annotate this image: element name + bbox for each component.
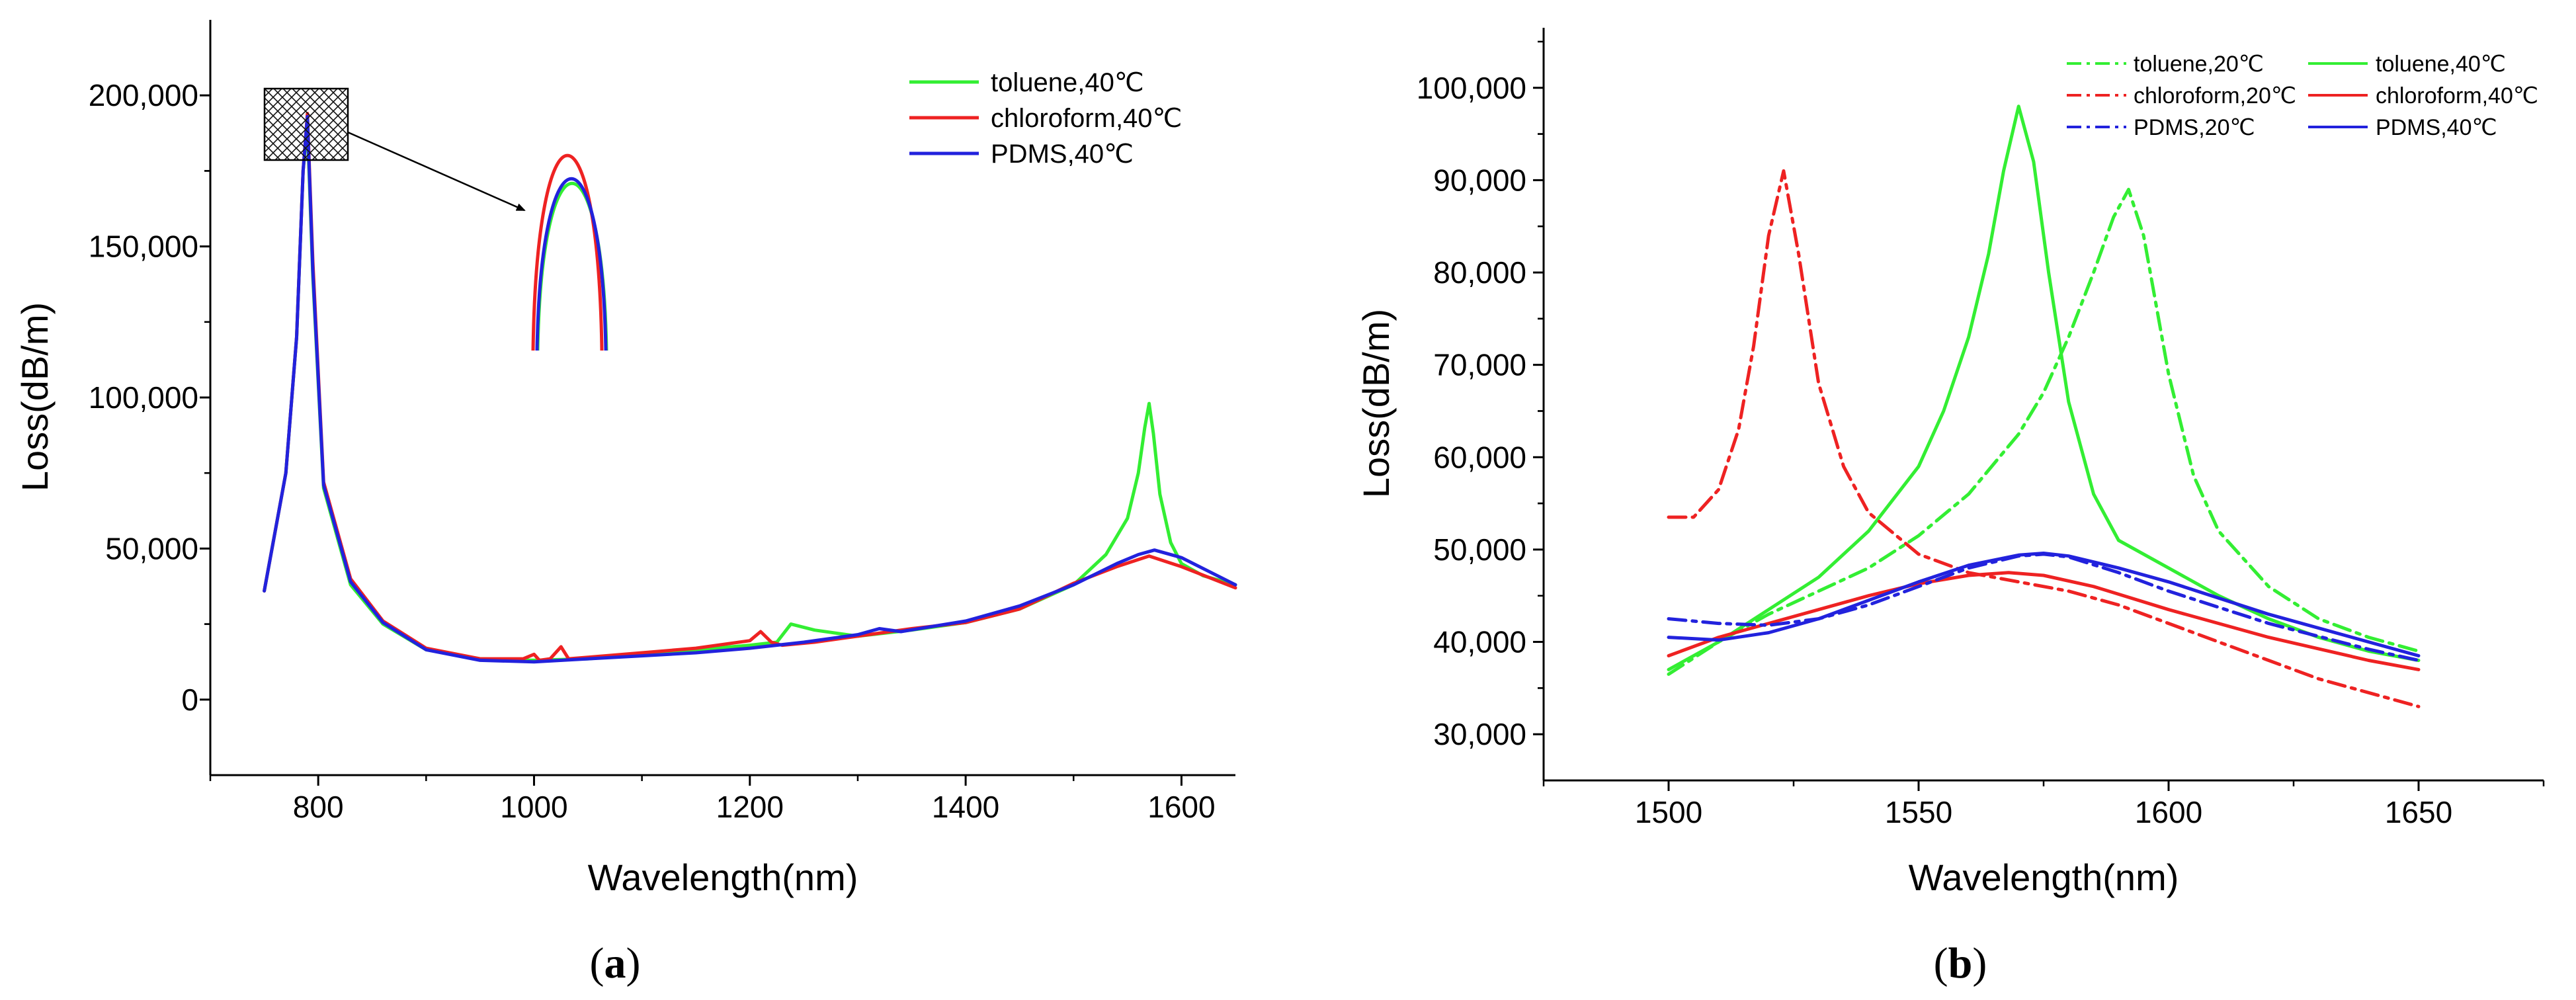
panel-a-label-close: ) bbox=[626, 939, 641, 987]
panel-a-y-tick-label: 200,000 bbox=[89, 78, 198, 112]
panel-b-y-tick-label: 90,000 bbox=[1433, 163, 1526, 197]
panel-a-x-axis-title: Wavelength(nm) bbox=[588, 856, 858, 898]
panel-a-legend: toluene,40℃ chloroform,40℃ PDMS,40℃ bbox=[909, 68, 1182, 169]
panel-b-y-tick-label: 60,000 bbox=[1433, 440, 1526, 474]
inset-curve-toluene-40 bbox=[536, 181, 608, 351]
panel-a-label: (a) bbox=[590, 939, 641, 987]
panel-b: 1500 1550 1600 1650 30,000 40,000 50,000 60,000… bbox=[1355, 28, 2545, 987]
panel-a-x-tick-label: 1600 bbox=[1147, 790, 1215, 824]
panel-a-label-open: ( bbox=[590, 939, 604, 987]
panel-b-y-tick-label: 40,000 bbox=[1433, 625, 1526, 659]
panel-b-label: (b) bbox=[1934, 939, 1987, 987]
panel-a-ticks bbox=[200, 94, 1183, 786]
panel-b-y-tick-label: 70,000 bbox=[1433, 348, 1526, 382]
panel-a-label-letter: a bbox=[604, 939, 626, 987]
panel-b-label-close: ) bbox=[1972, 939, 1987, 987]
panel-b-y-tick-label: 100,000 bbox=[1417, 71, 1526, 105]
panel-b-y-tick-label: 30,000 bbox=[1433, 717, 1526, 751]
zoom-box-hatched bbox=[263, 87, 349, 161]
panel-a-x-tick-label: 1400 bbox=[932, 790, 999, 824]
panel-b-x-tick-label: 1600 bbox=[2135, 795, 2202, 829]
panel-b-axes bbox=[1542, 28, 2544, 782]
panel-b-ticks bbox=[1533, 40, 2545, 791]
panel-b-series bbox=[1667, 104, 2421, 708]
panel-b-y-axis-title: Loss(dB/m) bbox=[1355, 309, 1397, 498]
legend-label-chloroform-20: chloroform,20℃ bbox=[2134, 83, 2296, 108]
panel-a-y-tick-label: 50,000 bbox=[105, 531, 198, 565]
zoom-arrow bbox=[347, 131, 526, 212]
panel-b-label-open: ( bbox=[1934, 939, 1948, 987]
panel-a-y-tick-label: 150,000 bbox=[89, 229, 198, 264]
panel-b-series-chloroform-20-dashdot bbox=[1667, 169, 2421, 708]
inset-curve-chloroform-40 bbox=[531, 153, 604, 351]
legend-label-chloroform-40b: chloroform,40℃ bbox=[2376, 83, 2538, 108]
panel-b-x-axis-title: Wavelength(nm) bbox=[1909, 856, 2179, 898]
panel-a-y-tick-label: 0 bbox=[181, 683, 198, 717]
panel-a-series bbox=[263, 112, 1237, 664]
panel-a-x-tick-label: 1000 bbox=[500, 790, 567, 824]
panel-b-label-letter: b bbox=[1948, 939, 1973, 987]
legend-label-toluene-40b: toluene,40℃ bbox=[2376, 52, 2506, 77]
legend-label-pdms-40b: PDMS,40℃ bbox=[2376, 115, 2497, 140]
panel-b-x-tick-label: 1500 bbox=[1635, 795, 1702, 829]
panel-a-series-toluene-40 bbox=[263, 124, 1237, 662]
panel-a-tick-labels: 800 1000 1200 1400 1600 0 50,000 100,000 150,000… bbox=[89, 78, 1216, 824]
panel-b-legend: toluene,20℃ toluene,40℃ chloroform,20℃ c… bbox=[2067, 52, 2538, 140]
zoom-inset bbox=[531, 153, 608, 351]
panel-b-series-toluene-20-dashdot bbox=[1667, 187, 2421, 676]
panel-a-y-axis-title: Loss(dB/m) bbox=[14, 302, 56, 491]
panel-b-x-tick-label: 1550 bbox=[1885, 795, 1952, 829]
panel-b-series-pdms-40 bbox=[1667, 552, 2421, 657]
panel-a-axes bbox=[209, 20, 1235, 776]
inset-curve-pdms-40 bbox=[535, 177, 608, 351]
legend-label-pdms-40: PDMS,40℃ bbox=[991, 140, 1134, 169]
panel-a: 800 1000 1200 1400 1600 0 50,000 100,000 150,000… bbox=[14, 20, 1237, 987]
legend-label-chloroform-40: chloroform,40℃ bbox=[991, 104, 1182, 133]
legend-label-toluene-20: toluene,20℃ bbox=[2134, 52, 2264, 77]
panel-a-x-tick-label: 1200 bbox=[716, 790, 784, 824]
panel-b-y-tick-label: 50,000 bbox=[1433, 532, 1526, 567]
panel-b-y-tick-label: 80,000 bbox=[1433, 255, 1526, 290]
legend-label-toluene-40: toluene,40℃ bbox=[991, 68, 1144, 97]
panel-b-tick-labels: 1500 1550 1600 1650 30,000 40,000 50,000 60,000… bbox=[1417, 71, 2452, 829]
legend-label-pdms-20: PDMS,20℃ bbox=[2134, 115, 2255, 140]
panel-a-y-tick-label: 100,000 bbox=[89, 380, 198, 415]
panel-b-series-chloroform-40 bbox=[1667, 571, 2421, 671]
panel-b-x-tick-label: 1650 bbox=[2385, 795, 2452, 829]
panel-a-x-tick-label: 800 bbox=[293, 790, 344, 824]
panel-a-series-pdms-40 bbox=[263, 114, 1237, 664]
